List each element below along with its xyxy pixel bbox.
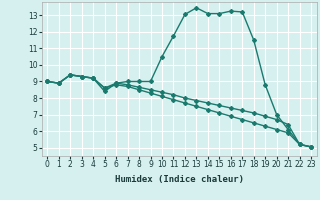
X-axis label: Humidex (Indice chaleur): Humidex (Indice chaleur)	[115, 175, 244, 184]
